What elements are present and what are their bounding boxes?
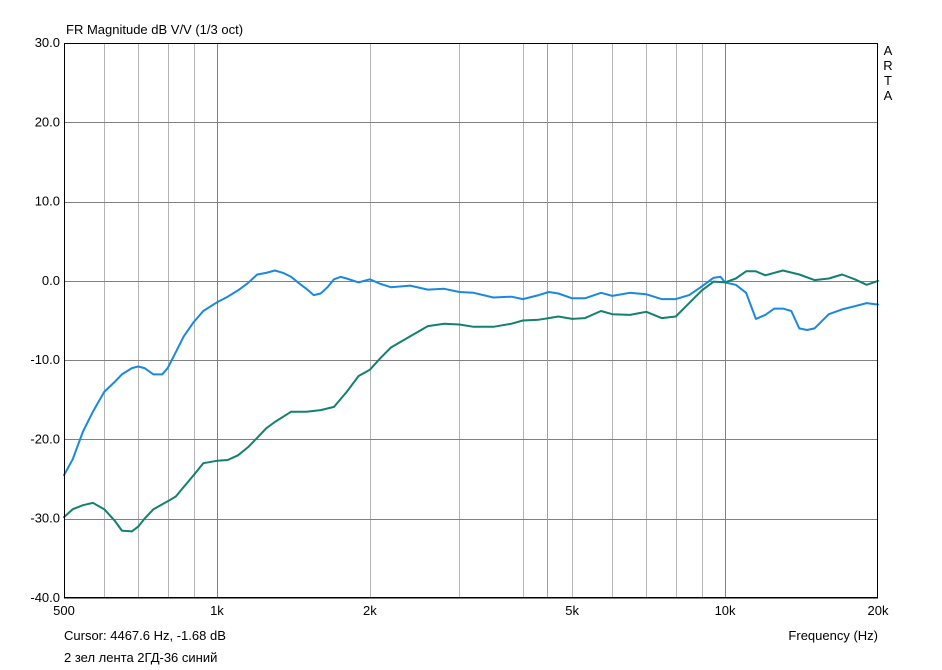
y-tick-label: -40.0: [30, 590, 60, 605]
x-tick-label: 1k: [210, 603, 224, 618]
plot-area: [64, 43, 878, 598]
x-axis-label: Frequency (Hz): [788, 628, 878, 643]
y-tick-label: -20.0: [30, 431, 60, 446]
y-tick-label: 20.0: [35, 114, 60, 129]
legend-text: 2 зел лента 2ГД-36 синий: [64, 650, 218, 665]
x-tick-label: 500: [53, 603, 75, 618]
watermark-letter: A: [883, 88, 893, 103]
x-tick-label: 10k: [715, 603, 736, 618]
watermark-letter: A: [883, 43, 893, 58]
y-tick-label: 10.0: [35, 194, 60, 209]
y-tick-label: -30.0: [30, 511, 60, 526]
x-tick-label: 2k: [363, 603, 377, 618]
chart-title: FR Magnitude dB V/V (1/3 oct): [66, 22, 244, 37]
x-tick-label: 5k: [565, 603, 579, 618]
series-line: [63, 269, 879, 533]
series-line: [63, 269, 879, 477]
cursor-readout: Cursor: 4467.6 Hz, -1.68 dB: [64, 628, 226, 643]
y-tick-label: 30.0: [35, 35, 60, 50]
y-tick-label: 0.0: [42, 273, 60, 288]
plot-frame: [64, 43, 878, 598]
y-tick-label: -10.0: [30, 352, 60, 367]
x-tick-label: 20k: [868, 603, 889, 618]
arta-watermark: A R T A: [882, 43, 894, 103]
watermark-letter: T: [884, 73, 892, 88]
watermark-letter: R: [883, 58, 893, 73]
